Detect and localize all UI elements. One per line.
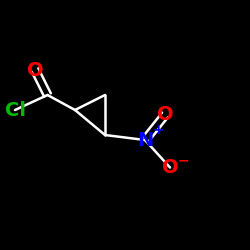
Text: N: N <box>137 130 153 150</box>
Text: +: + <box>152 122 164 136</box>
Text: O: O <box>157 106 173 124</box>
Text: Cl: Cl <box>4 100 25 119</box>
Text: O: O <box>162 158 178 177</box>
Text: −: − <box>178 153 190 167</box>
Text: O: O <box>27 60 43 80</box>
